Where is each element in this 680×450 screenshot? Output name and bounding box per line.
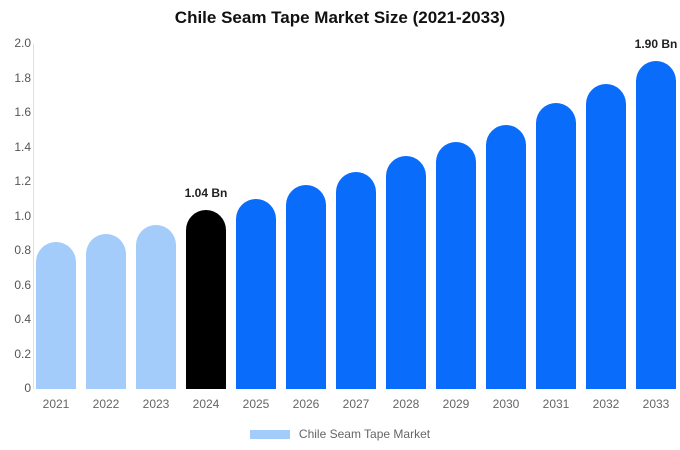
bar-2024 xyxy=(186,209,226,389)
legend-item[interactable]: Chile Seam Tape Market xyxy=(0,427,680,441)
legend-label: Chile Seam Tape Market xyxy=(298,427,431,441)
x-tick-2029: 2029 xyxy=(442,397,470,411)
bar-2027 xyxy=(336,171,376,389)
bar-2032 xyxy=(586,83,626,389)
x-tick-2021: 2021 xyxy=(42,397,70,411)
y-tick-0.8: 0.8 xyxy=(14,243,31,257)
bar-2022 xyxy=(86,233,126,389)
plot-area: 0 0.2 0.4 0.6 0.8 1.0 1.2 1.4 1.6 1.8 2.0 2021 2022 2… xyxy=(14,36,677,411)
bar-2025 xyxy=(236,199,276,389)
x-tick-2033: 2033 xyxy=(642,397,670,411)
bar-2021 xyxy=(36,242,76,389)
bar-2028 xyxy=(386,156,426,389)
value-label-2033: 1.90 Bn xyxy=(634,37,678,52)
bar-2031 xyxy=(536,102,576,389)
x-tick-2030: 2030 xyxy=(492,397,520,411)
bar-2030 xyxy=(486,125,526,389)
y-tick-1.6: 1.6 xyxy=(14,105,31,119)
y-tick-1.4: 1.4 xyxy=(14,139,31,154)
y-tick-0.6: 0.6 xyxy=(14,277,31,292)
x-tick-2028: 2028 xyxy=(392,397,420,411)
x-tick-2024: 2024 xyxy=(192,397,220,411)
bar-2026 xyxy=(286,185,326,389)
y-tick-0.2: 0.2 xyxy=(14,346,31,361)
x-tick-2022: 2022 xyxy=(92,397,120,411)
bar-2029 xyxy=(436,142,476,389)
y-tick-0.4: 0.4 xyxy=(14,312,31,326)
x-tick-2026: 2026 xyxy=(292,397,320,411)
x-tick-2032: 2032 xyxy=(592,397,620,411)
y-tick-0: 0 xyxy=(24,381,31,395)
x-tick-2027: 2027 xyxy=(342,397,370,411)
y-tick-1.2: 1.2 xyxy=(14,174,31,188)
chart-title: Chile Seam Tape Market Size (2021-2033) xyxy=(174,8,506,27)
x-tick-2025: 2025 xyxy=(242,397,270,411)
y-tick-1.0: 1.0 xyxy=(14,208,31,223)
bar-2023 xyxy=(136,225,176,389)
x-tick-2023: 2023 xyxy=(142,397,170,411)
y-tick-2.0: 2.0 xyxy=(14,36,31,50)
bar-2033 xyxy=(636,61,676,389)
value-label-2024: 1.04 Bn xyxy=(184,185,228,200)
x-tick-2031: 2031 xyxy=(542,397,570,411)
legend-swatch xyxy=(249,429,290,439)
y-tick-1.8: 1.8 xyxy=(14,70,31,85)
